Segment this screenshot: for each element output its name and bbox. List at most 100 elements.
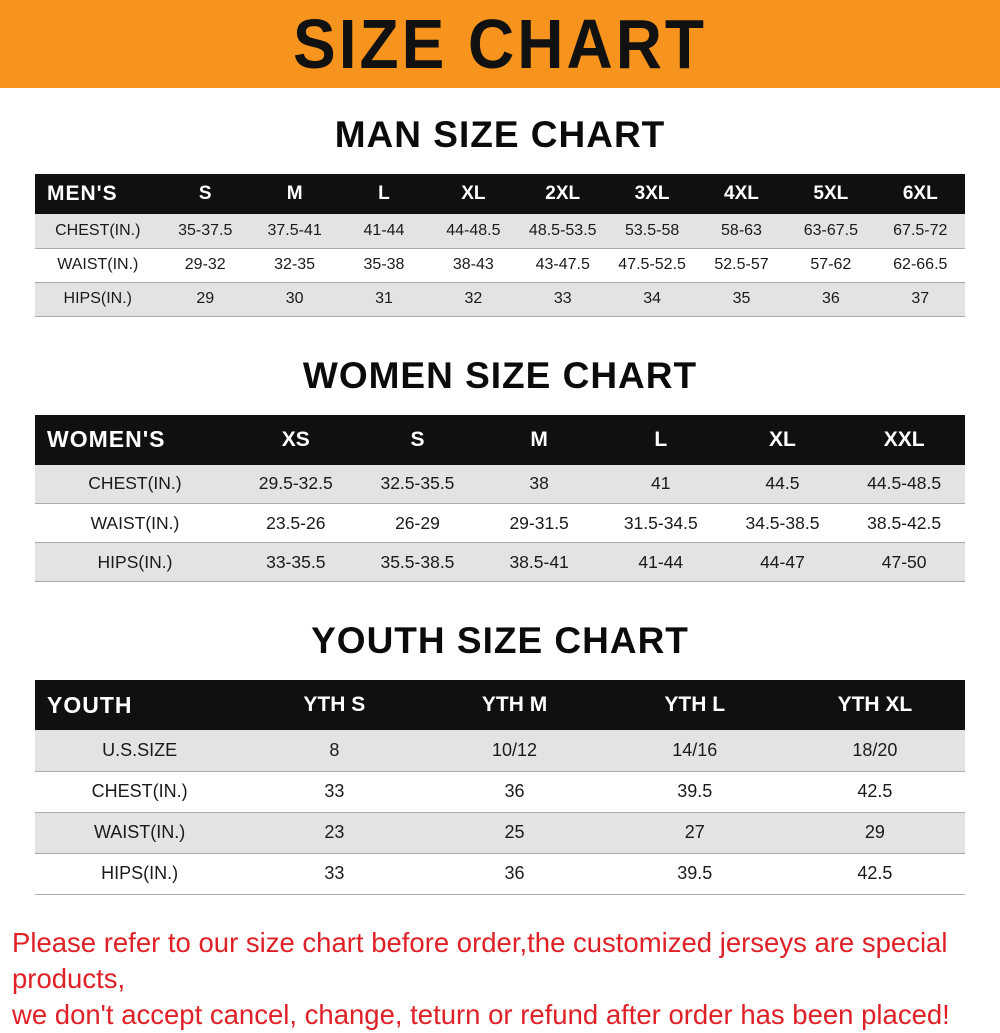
cell: 31 <box>339 282 428 316</box>
column-header: XL <box>722 415 844 465</box>
cell: 62-66.5 <box>876 248 965 282</box>
section-heading: WOMEN SIZE CHART <box>0 355 1000 397</box>
cell: 36 <box>424 771 604 812</box>
column-header: 5XL <box>786 174 875 214</box>
column-header: XXL <box>843 415 965 465</box>
cell: 38.5-42.5 <box>843 504 965 543</box>
cell: 23 <box>244 812 424 853</box>
cell: 29-31.5 <box>478 504 600 543</box>
cell: 47-50 <box>843 543 965 582</box>
disclaimer: Please refer to our size chart before or… <box>12 925 1000 1033</box>
column-header: YTH XL <box>785 680 965 730</box>
cell: 44-47 <box>722 543 844 582</box>
row-label: HIPS(IN.) <box>35 853 244 894</box>
cell: 34.5-38.5 <box>722 504 844 543</box>
row-label: HIPS(IN.) <box>35 543 235 582</box>
cell: 47.5-52.5 <box>607 248 696 282</box>
cell: 35-38 <box>339 248 428 282</box>
column-header: S <box>161 174 250 214</box>
cell: 33-35.5 <box>235 543 357 582</box>
cell: 37 <box>876 282 965 316</box>
column-header: YTH M <box>424 680 604 730</box>
banner-title: SIZE CHART <box>293 4 707 84</box>
column-header: S <box>357 415 479 465</box>
cell: 18/20 <box>785 730 965 771</box>
cell: 34 <box>607 282 696 316</box>
cell: 57-62 <box>786 248 875 282</box>
cell: 41-44 <box>339 214 428 248</box>
cell: 31.5-34.5 <box>600 504 722 543</box>
cell: 36 <box>424 853 604 894</box>
cell: 38-43 <box>429 248 518 282</box>
section-heading: YOUTH SIZE CHART <box>0 620 1000 662</box>
cell: 52.5-57 <box>697 248 786 282</box>
corner-label: MEN'S <box>35 174 161 214</box>
cell: 32 <box>429 282 518 316</box>
row-label: U.S.SIZE <box>35 730 244 771</box>
section-heading: MAN SIZE CHART <box>0 114 1000 156</box>
corner-label: YOUTH <box>35 680 244 730</box>
cell: 41-44 <box>600 543 722 582</box>
cell: 38 <box>478 465 600 504</box>
disclaimer-line1: Please refer to our size chart before or… <box>12 925 1000 998</box>
corner-label: WOMEN'S <box>35 415 235 465</box>
column-header: 3XL <box>607 174 696 214</box>
cell: 58-63 <box>697 214 786 248</box>
cell: 44.5 <box>722 465 844 504</box>
cell: 33 <box>518 282 607 316</box>
column-header: 2XL <box>518 174 607 214</box>
cell: 27 <box>605 812 785 853</box>
cell: 10/12 <box>424 730 604 771</box>
row-label: WAIST(IN.) <box>35 812 244 853</box>
column-header: YTH L <box>605 680 785 730</box>
cell: 30 <box>250 282 339 316</box>
cell: 32-35 <box>250 248 339 282</box>
cell: 39.5 <box>605 853 785 894</box>
column-header: M <box>250 174 339 214</box>
cell: 26-29 <box>357 504 479 543</box>
cell: 67.5-72 <box>876 214 965 248</box>
disclaimer-line2: we don't accept cancel, change, teturn o… <box>12 997 1000 1033</box>
cell: 35-37.5 <box>161 214 250 248</box>
cell: 25 <box>424 812 604 853</box>
row-label: WAIST(IN.) <box>35 248 161 282</box>
cell: 43-47.5 <box>518 248 607 282</box>
cell: 41 <box>600 465 722 504</box>
row-label: WAIST(IN.) <box>35 504 235 543</box>
column-header: YTH S <box>244 680 424 730</box>
banner: SIZE CHART <box>0 0 1000 88</box>
cell: 36 <box>786 282 875 316</box>
cell: 29 <box>161 282 250 316</box>
cell: 39.5 <box>605 771 785 812</box>
cell: 48.5-53.5 <box>518 214 607 248</box>
cell: 29-32 <box>161 248 250 282</box>
cell: 42.5 <box>785 771 965 812</box>
row-label: CHEST(IN.) <box>35 465 235 504</box>
column-header: L <box>600 415 722 465</box>
cell: 35.5-38.5 <box>357 543 479 582</box>
cell: 38.5-41 <box>478 543 600 582</box>
